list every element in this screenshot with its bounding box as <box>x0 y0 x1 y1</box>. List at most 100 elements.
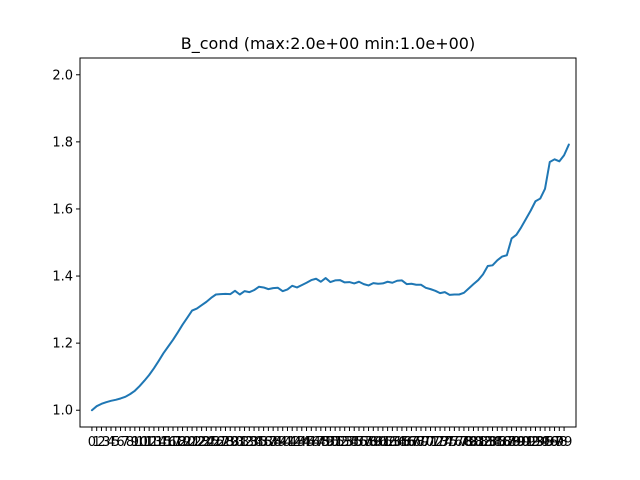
data-point <box>277 287 278 288</box>
data-point <box>397 280 398 281</box>
y-tick-label: 1.0 <box>52 404 73 419</box>
x-tick-label: 23 <box>193 435 210 450</box>
data-point <box>192 310 193 311</box>
data-point <box>473 284 474 285</box>
x-tick-label: 74 <box>437 435 454 450</box>
data-point <box>392 282 393 283</box>
x-tick-label: 48 <box>313 435 330 450</box>
x-tick-label: 14 <box>150 435 167 450</box>
data-point <box>339 280 340 281</box>
x-tick-label: 8 <box>126 435 134 450</box>
data-point <box>511 238 512 239</box>
y-tick-label: 1.2 <box>52 337 73 352</box>
x-tick-label: 59 <box>365 435 382 450</box>
x-tick-label: 46 <box>303 435 320 450</box>
data-point <box>368 285 369 286</box>
x-tick-label: 13 <box>146 435 163 450</box>
data-point <box>153 368 154 369</box>
data-point <box>411 283 412 284</box>
data-point <box>559 161 560 162</box>
x-tick-label: 51 <box>327 435 344 450</box>
data-point <box>111 400 112 401</box>
data-point <box>525 219 526 220</box>
data-point <box>182 324 183 325</box>
x-tick-label: 4 <box>107 435 115 450</box>
x-tick-label: 86 <box>494 435 511 450</box>
x-tick-label: 89 <box>508 435 525 450</box>
x-tick-label: 84 <box>484 435 501 450</box>
x-tick-label: 90 <box>513 435 530 450</box>
data-point <box>521 227 522 228</box>
data-point <box>387 281 388 282</box>
axes-frame <box>79 57 577 428</box>
x-tick-label: 10 <box>131 435 148 450</box>
x-tick-label: 22 <box>189 435 206 450</box>
data-point <box>416 284 417 285</box>
data-point <box>230 294 231 295</box>
x-tick-label: 26 <box>208 435 225 450</box>
x-tick-label: 85 <box>489 435 506 450</box>
data-point <box>335 280 336 281</box>
x-tick-label: 5 <box>112 435 120 450</box>
data-point <box>239 294 240 295</box>
x-tick-label: 81 <box>470 435 487 450</box>
x-tick-label: 21 <box>184 435 201 450</box>
x-tick-label: 49 <box>317 435 334 450</box>
data-point <box>530 210 531 211</box>
data-point <box>134 390 135 391</box>
x-tick-label: 32 <box>236 435 253 450</box>
x-tick-label: 17 <box>165 435 182 450</box>
x-tick-label: 41 <box>279 435 296 450</box>
x-tick-label: 15 <box>155 435 172 450</box>
x-tick-label: 94 <box>532 435 549 450</box>
data-point <box>325 278 326 279</box>
data-point <box>454 294 455 295</box>
chart-title: B_cond (max:2.0e+00 min:1.0e+00) <box>181 34 475 54</box>
data-point <box>120 398 121 399</box>
x-tick-label: 40 <box>274 435 291 450</box>
data-point <box>196 308 197 309</box>
x-tick-label: 64 <box>389 435 406 450</box>
x-tick-label: 83 <box>479 435 496 450</box>
x-tick-label: 45 <box>298 435 315 450</box>
x-tick-label: 91 <box>518 435 535 450</box>
x-tick-label: 52 <box>332 435 349 450</box>
data-point <box>115 399 116 400</box>
data-point <box>130 394 131 395</box>
data-point <box>349 282 350 283</box>
data-point <box>168 346 169 347</box>
x-tick-label: 20 <box>179 435 196 450</box>
x-tick-label: 87 <box>499 435 516 450</box>
x-tick-label: 44 <box>293 435 310 450</box>
x-tick-label: 30 <box>227 435 244 450</box>
x-tick-label: 53 <box>336 435 353 450</box>
x-tick-label: 58 <box>360 435 377 450</box>
x-tick-label: 78 <box>456 435 473 450</box>
x-tick-label: 47 <box>308 435 325 450</box>
x-tick-label: 28 <box>217 435 234 450</box>
x-tick-label: 80 <box>465 435 482 450</box>
x-tick-label: 9 <box>131 435 139 450</box>
data-point <box>254 290 255 291</box>
x-tick-label: 36 <box>255 435 272 450</box>
data-point <box>101 403 102 404</box>
x-tick-label: 43 <box>289 435 306 450</box>
y-tick-label: 1.6 <box>52 202 73 217</box>
x-tick-label: 38 <box>265 435 282 450</box>
data-point <box>440 293 441 294</box>
data-point <box>173 339 174 340</box>
data-point <box>91 410 92 411</box>
data-point <box>268 289 269 290</box>
x-tick-label: 31 <box>231 435 248 450</box>
data-point <box>297 287 298 288</box>
data-point <box>211 297 212 298</box>
x-tick-label: 75 <box>441 435 458 450</box>
x-tick-label: 73 <box>432 435 449 450</box>
x-tick-label: 57 <box>355 435 372 450</box>
x-tick-label: 29 <box>222 435 239 450</box>
data-point <box>225 293 226 294</box>
x-tick-label: 69 <box>413 435 430 450</box>
data-point <box>535 201 536 202</box>
data-point <box>187 317 188 318</box>
